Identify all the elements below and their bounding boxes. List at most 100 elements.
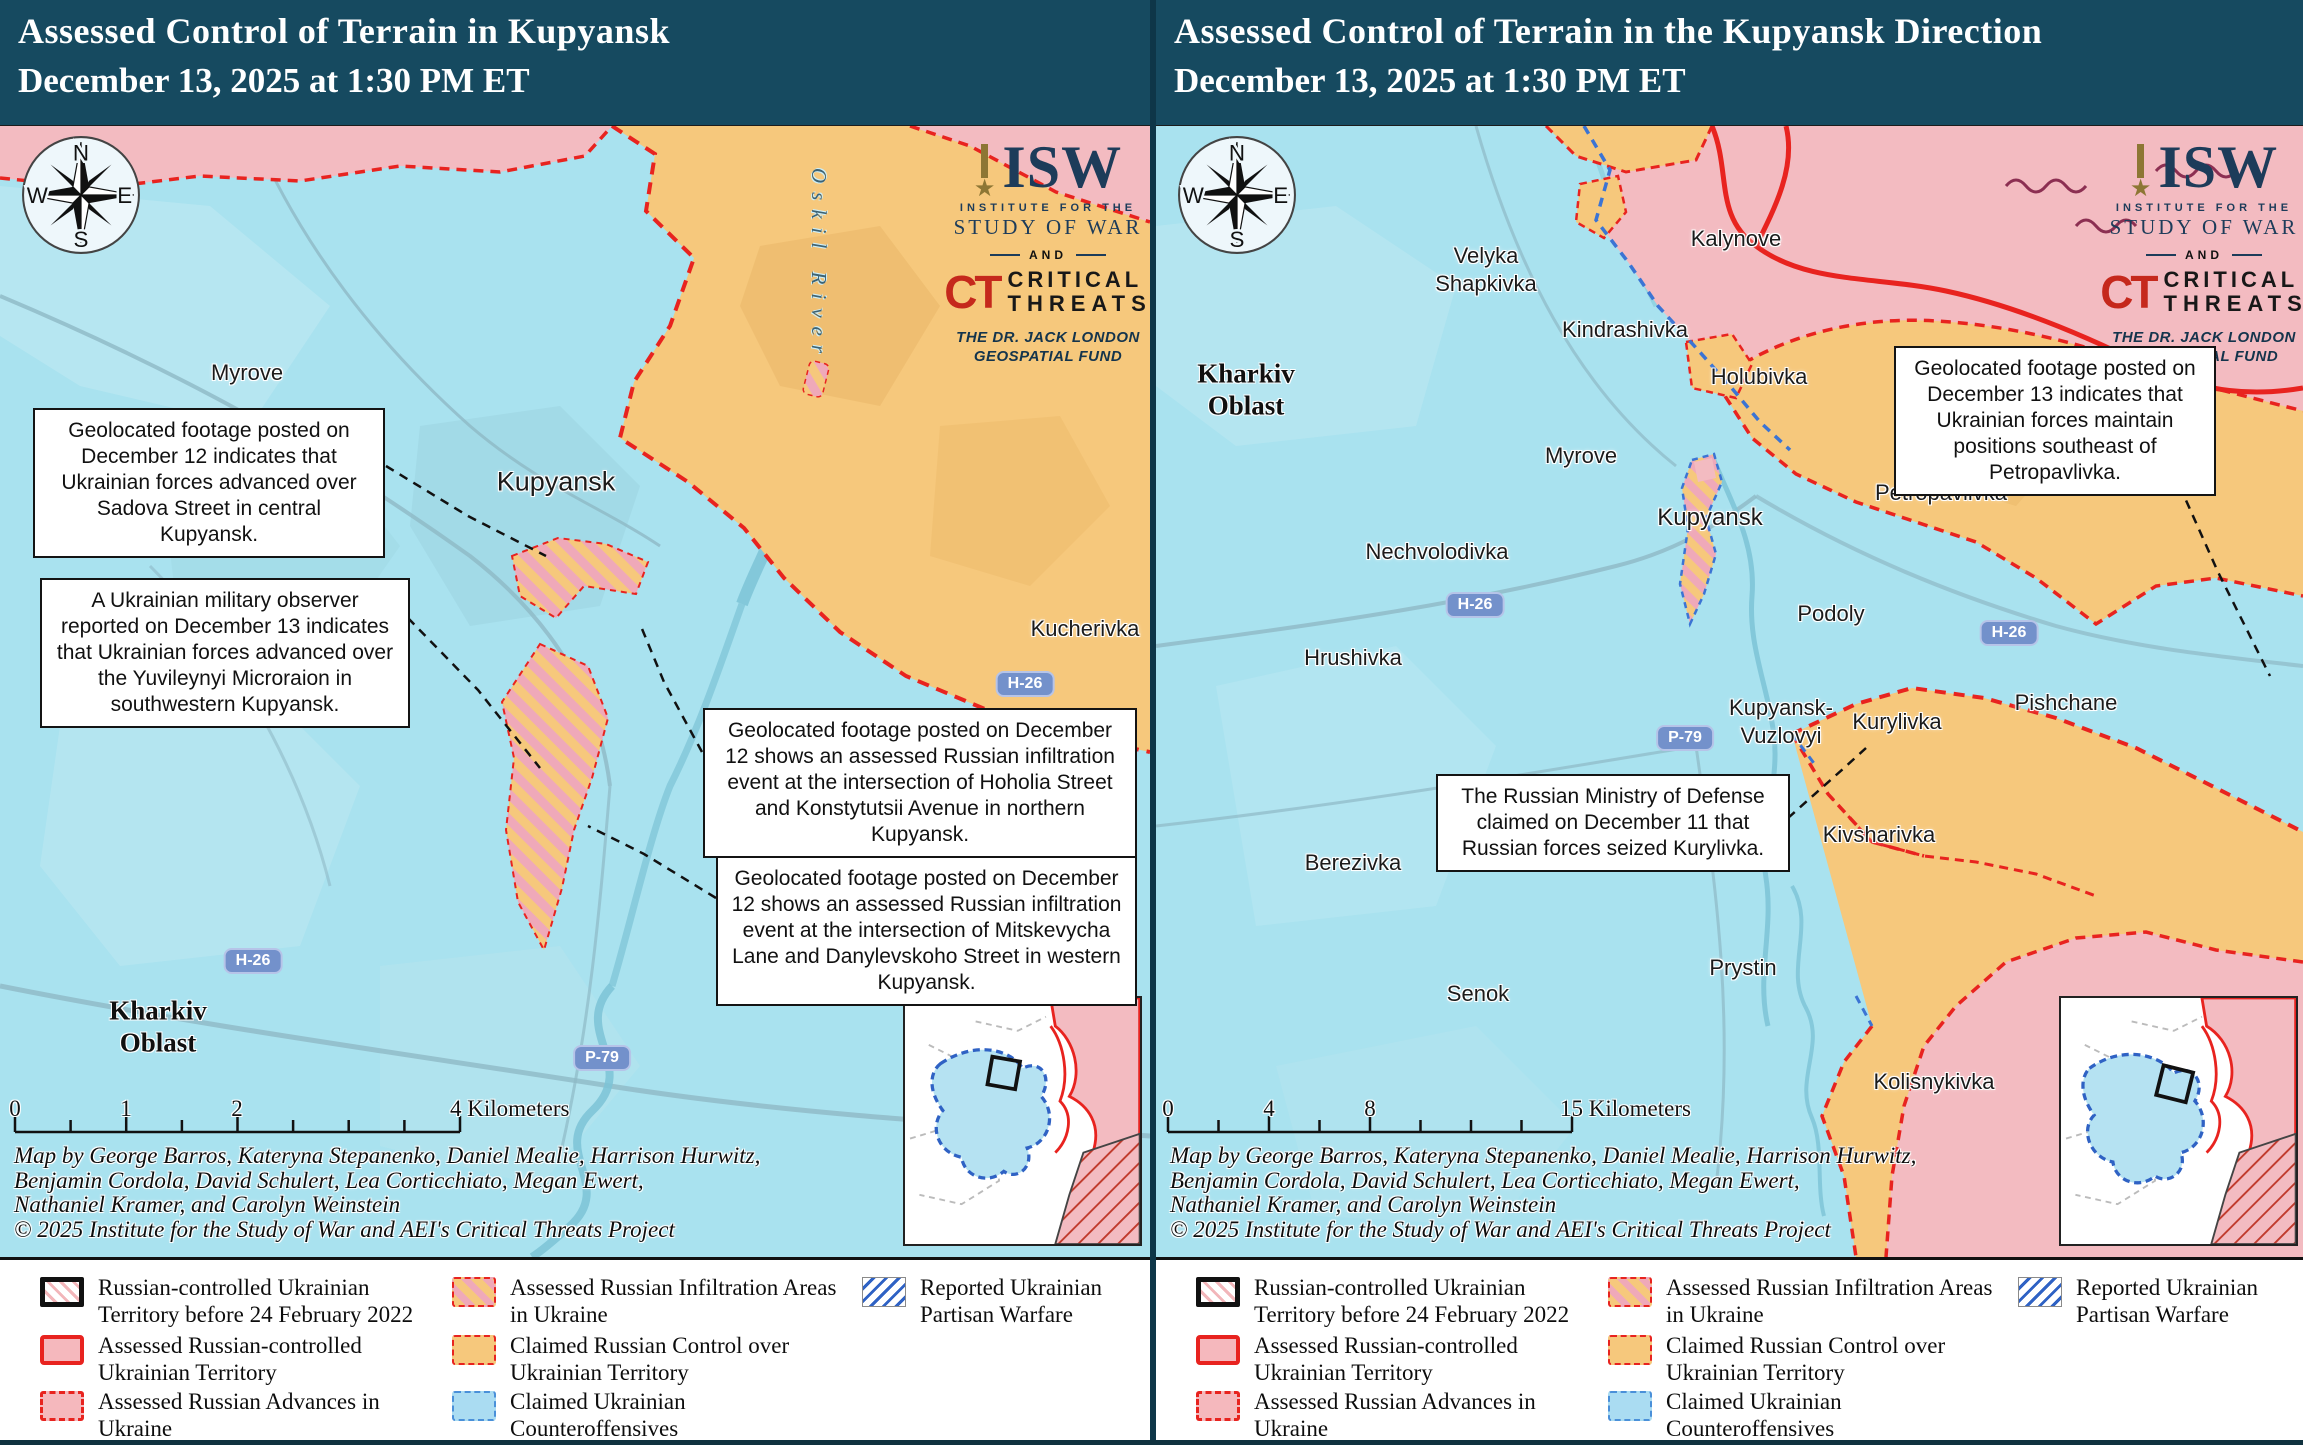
legend-item-claimed-russian: Claimed Russian Control over Ukrainian T… [1608,1332,1996,1386]
map-label-podoly: Podoly [1797,601,1865,626]
legend-item-infiltration: Assessed Russian Infiltration Areas in U… [452,1274,840,1328]
scale-tick-4: 4 [1263,1096,1275,1121]
geospatial-fund-line1: THE DR. JACK LONDON [956,329,1140,346]
left-map-area: N E S W ★ ISW INSTITUTE FOR THE STUDY OF… [0,125,1150,1257]
map-label-berezivka: Berezivka [1304,850,1402,875]
compass-w: W [27,183,49,208]
map-label-kalynove: Kalynove [1690,226,1782,251]
compass-rose: N E S W [22,136,140,254]
callout-hoholia-street: Geolocated footage posted on December 12… [703,708,1137,858]
isw-ct-logo: ★ ISW INSTITUTE FOR THE STUDY OF WAR AND… [944,134,1148,366]
map-label-pishchane: Pishchane [2014,690,2118,715]
legend-item-ukrainian-counteroffensives: Claimed Ukrainian Counteroffensives [1608,1388,1996,1440]
map-label-oskil-river: Oskil River [807,168,831,363]
map-label-kurylivka: Kurylivka [1852,709,1942,734]
left-legend: Russian-controlled Ukrainian Territory b… [0,1257,1150,1440]
map-label-kharkiv-oblast-2: Oblast [119,1027,197,1058]
map-label-velyka-shapkivka-1: Velyka [1453,243,1519,268]
road-shield-p79: P-79 [1656,725,1714,751]
map-label-kharkiv-oblast-2: Oblast [1207,390,1285,421]
compass-n: N [73,140,89,165]
logo-and-text: AND [2185,248,2223,262]
swatch-infiltration [1608,1277,1652,1307]
legend-item-claimed-russian: Claimed Russian Control over Ukrainian T… [452,1332,840,1386]
map-label-nechvolodivka: Nechvolodivka [1365,539,1509,564]
map-label-myrove: Myrove [1544,443,1618,468]
swatch-assessed-russian [1196,1335,1240,1365]
swatch-partisan-warfare [862,1277,906,1307]
credits-line2: Benjamin Cordola, David Schulert, Lea Co… [1170,1167,1800,1193]
legend-item-pre2022: Russian-controlled Ukrainian Territory b… [40,1274,428,1328]
scale-tick-8: 8 [1364,1096,1376,1121]
swatch-russian-advances [40,1391,84,1421]
compass-e: E [1273,183,1288,208]
inset-locator-map [903,996,1142,1246]
scale-end-label: 4 Kilometers [450,1096,570,1121]
isw-star-icon: ★ [974,138,995,201]
geospatial-fund-line2: GEOSPATIAL FUND [973,348,1123,365]
isw-ct-logo: ★ ISW INSTITUTE FOR THE STUDY OF WAR AND… [2100,137,2303,366]
map-label-kharkiv-oblast-1: Kharkiv [1197,358,1295,389]
left-title-line2: December 13, 2025 at 1:30 PM ET [18,61,530,100]
legend-item-assessed-russian: Assessed Russian-controlled Ukrainian Te… [1196,1332,1584,1386]
scale-end-label: 15 Kilometers [1560,1096,1691,1121]
right-map-area: N E S W ★ ISW INSTITUTE FOR THE STUDY OF… [1156,125,2303,1257]
callout-mitskevycha-lane: Geolocated footage posted on December 12… [716,856,1137,1006]
ct-logo-icon: CT [944,266,1002,318]
map-label-velyka-shapkivka-2: Shapkivka [1435,271,1537,296]
road-shield-h26: H-26 [995,671,1055,697]
inset-view-rectangle [985,1054,1023,1092]
map-credits: Map by George Barros, Kateryna Stepanenk… [1170,1143,1916,1242]
map-label-kharkiv-oblast-1: Kharkiv [109,995,207,1026]
legend-item-partisan-warfare: Reported Ukrainian Partisan Warfare [862,1274,1150,1328]
credits-line1: Map by George Barros, Kateryna Stepanenk… [14,1143,761,1168]
compass-w: W [1183,183,1205,208]
left-title-bar: Assessed Control of Terrain in Kupyansk … [0,0,1150,125]
map-label-kupyansk-vuzlovyi-2: Vuzlovyi [1740,723,1822,748]
panel-kupyansk-direction: Assessed Control of Terrain in the Kupya… [1156,0,2303,1440]
scale-tick-1: 1 [120,1096,132,1121]
scale-tick-2: 2 [231,1096,243,1121]
credits-line3: Nathaniel Kramer, and Carolyn Weinstein [14,1192,401,1217]
swatch-claimed-russian [452,1335,496,1365]
ct-logo-icon: CT [2100,266,2158,318]
map-label-myrove: Myrove [210,360,284,385]
callout-yuvileynyi-microraion: A Ukrainian military observer reported o… [40,578,410,728]
legend-item-assessed-russian: Assessed Russian-controlled Ukrainian Te… [40,1332,428,1386]
callout-sadova-street: Geolocated footage posted on December 12… [33,408,385,558]
compass-n: N [1229,140,1245,165]
compass-rose: N E S W [1178,136,1296,254]
legend-item-russian-advances: Assessed Russian Advances in Ukraine [1196,1388,1584,1440]
road-shield-p79: P-79 [573,1045,631,1071]
geospatial-fund-line1: THE DR. JACK LONDON [2112,329,2296,346]
map-label-kupyansk: Kupyansk [496,466,616,497]
right-title-line1: Assessed Control of Terrain in the Kupya… [1174,11,2043,51]
right-legend: Russian-controlled Ukrainian Territory b… [1156,1257,2303,1440]
isw-wordmark: ISW [1002,134,1123,200]
scale-tick-0: 0 [9,1096,21,1121]
road-shield-h26: H-26 [1445,592,1505,618]
isw-institute-text: INSTITUTE FOR THE [2115,202,2293,214]
legend-item-partisan-warfare: Reported Ukrainian Partisan Warfare [2018,1274,2303,1328]
credits-line2: Benjamin Cordola, David Schulert, Lea Co… [14,1167,644,1193]
ct-threats-text: THREATS [2163,291,2303,316]
map-label-holubivka: Holubivka [1710,364,1808,389]
left-title-line1: Assessed Control of Terrain in Kupyansk [18,11,670,51]
compass-s: S [1230,227,1245,252]
right-title-line2: December 13, 2025 at 1:30 PM ET [1174,61,1686,100]
compass-s: S [74,227,89,252]
map-label-hrushivka: Hrushivka [1304,645,1402,670]
road-shield-h26: H-26 [1979,620,2039,646]
isw-institute-text: INSTITUTE FOR THE [959,202,1137,214]
swatch-partisan-warfare [2018,1277,2062,1307]
logo-and-text: AND [1029,248,1067,262]
panel-divider [1150,0,1156,1440]
swatch-ukrainian-counteroffensives [1608,1391,1652,1421]
compass-e: E [117,183,132,208]
isw-star-icon: ★ [2130,138,2151,201]
callout-petropavlivka: Geolocated footage posted on December 13… [1894,346,2216,496]
scale-tick-0: 0 [1162,1096,1174,1121]
credits-line4: © 2025 Institute for the Study of War an… [1170,1216,1831,1242]
callout-kurylivka: The Russian Ministry of Defense claimed … [1436,774,1790,872]
legend-item-pre2022: Russian-controlled Ukrainian Territory b… [1196,1274,1584,1328]
